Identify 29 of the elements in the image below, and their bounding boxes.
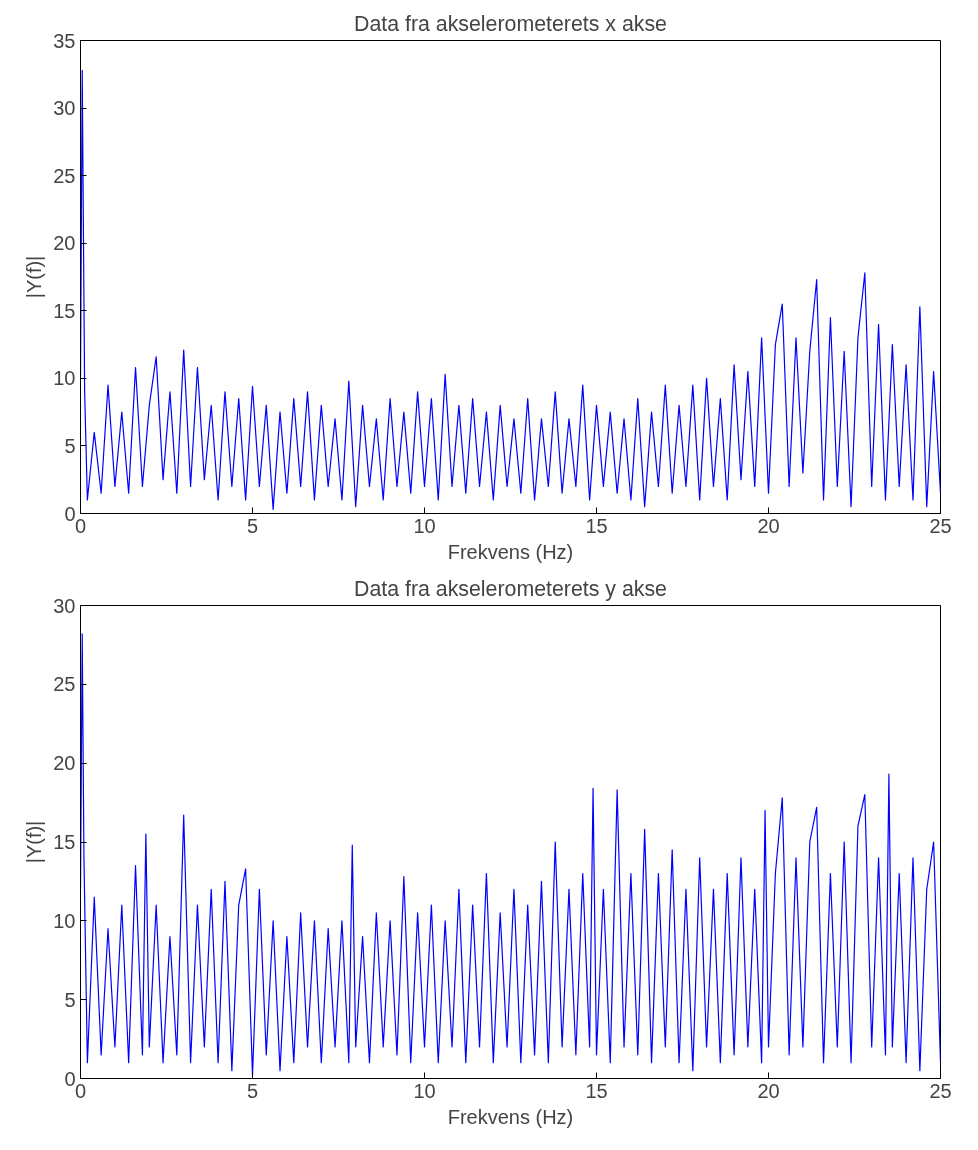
x-tick-label: 25	[929, 1079, 952, 1102]
y-tick-label: 10	[53, 909, 76, 932]
x-tick-label: 10	[413, 514, 436, 537]
y-tick-label: 10	[53, 367, 76, 390]
x-axis-title: Frekvens (Hz)	[447, 540, 574, 563]
x-tick-label: 25	[929, 514, 952, 537]
y-tick-label: 20	[53, 232, 76, 255]
x-tick-label: 5	[246, 1079, 259, 1102]
y-axis-title: |Y(f)|	[23, 255, 46, 299]
y-tick-label: 15	[53, 299, 76, 322]
y-tick-label: 25	[53, 164, 76, 187]
y-tick-label: 20	[53, 752, 76, 775]
y-tick-label: 5	[64, 988, 76, 1011]
x-axis-title: Frekvens (Hz)	[447, 1105, 574, 1128]
y-tick-label: 5	[64, 434, 76, 457]
chart-title: Data fra akselerometerets x akse	[354, 11, 667, 36]
y-tick-label: 15	[53, 831, 76, 853]
x-tick-label: 20	[757, 514, 780, 537]
x-tick-label: 15	[585, 514, 608, 537]
x-tick-label: 20	[757, 1079, 780, 1102]
x-tick-label: 5	[246, 514, 259, 537]
y-axis-title: |Y(f)|	[23, 820, 46, 864]
y-tick-label: 25	[53, 673, 76, 696]
chart-title: Data fra akselerometerets y akse	[354, 576, 667, 601]
x-tick-label: 15	[585, 1079, 608, 1102]
y-tick-label: 30	[53, 97, 76, 120]
y-tick-label: 35	[53, 29, 76, 52]
y-tick-label: 30	[53, 594, 76, 617]
x-tick-label: 10	[413, 1079, 436, 1102]
